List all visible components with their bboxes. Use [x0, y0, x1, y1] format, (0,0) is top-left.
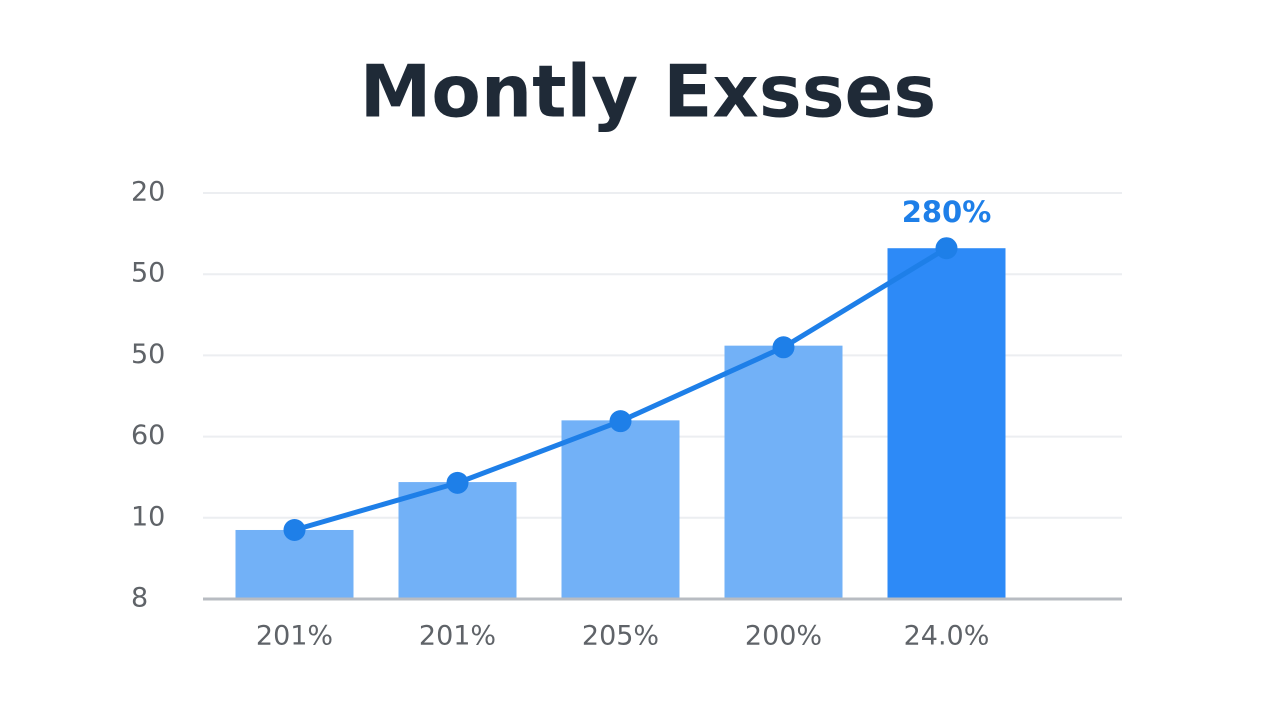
bar	[235, 529, 354, 599]
y-tick-label: 10	[131, 501, 165, 532]
line-point	[283, 518, 306, 541]
line-point	[935, 237, 958, 260]
x-tick-label: 201%	[256, 621, 333, 652]
line-point	[772, 336, 795, 359]
y-tick-label: 20	[131, 177, 165, 208]
bar	[887, 248, 1006, 599]
y-tick-label: 50	[131, 339, 165, 370]
annotation: 280%	[902, 195, 992, 229]
bar	[724, 345, 843, 599]
y-tick-label: 60	[131, 420, 165, 451]
chart-title: Montly Exsses	[360, 50, 937, 134]
line-point	[446, 471, 469, 494]
bar	[561, 420, 680, 599]
x-tick-label: 200%	[745, 621, 822, 652]
x-tick-label: 201%	[419, 621, 496, 652]
y-tick-label: 50	[131, 258, 165, 289]
x-tick-label: 24.0%	[904, 621, 990, 652]
y-tick-label: 8	[131, 583, 148, 614]
line-point	[609, 410, 632, 433]
x-tick-label: 205%	[582, 621, 659, 652]
bar	[398, 482, 517, 599]
